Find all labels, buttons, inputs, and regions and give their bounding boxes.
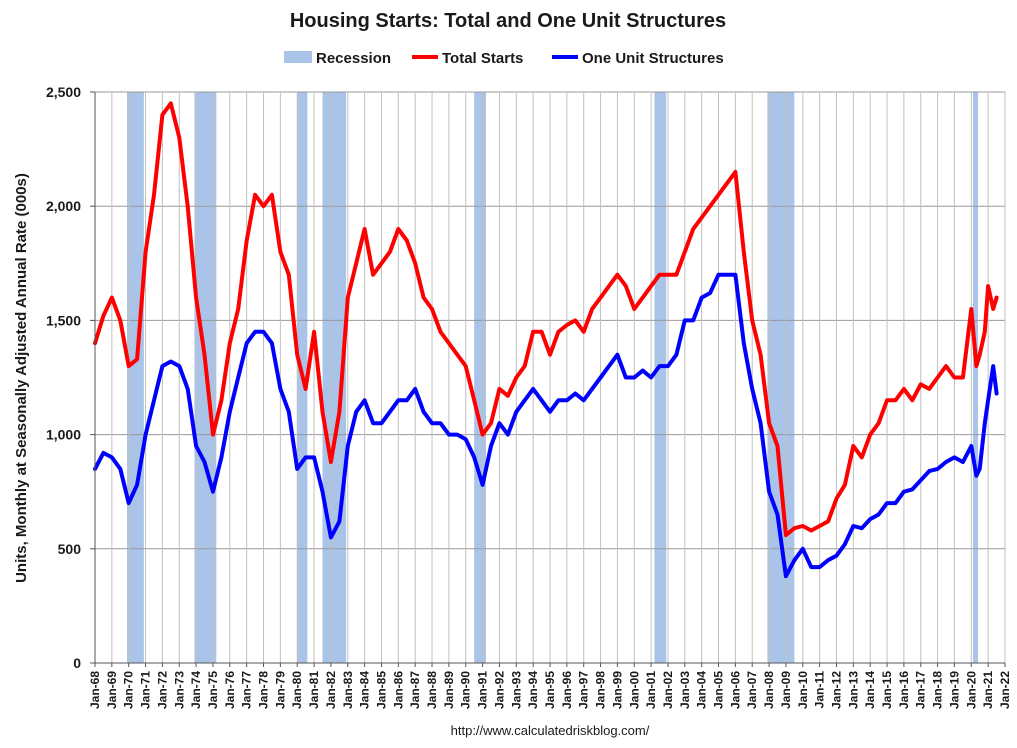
x-tick-label: Jan-71 xyxy=(139,671,153,709)
x-tick-label: Jan-85 xyxy=(375,671,389,709)
x-tick-label: Jan-72 xyxy=(155,671,169,709)
x-tick-label: Jan-02 xyxy=(661,671,675,709)
recession-band xyxy=(654,92,667,663)
x-tick-label: Jan-88 xyxy=(425,671,439,709)
x-tick-label: Jan-11 xyxy=(813,671,827,709)
x-tick-label: Jan-70 xyxy=(122,671,136,709)
series xyxy=(93,101,999,579)
x-tick-label: Jan-99 xyxy=(610,671,624,709)
x-tick-label: Jan-96 xyxy=(560,671,574,709)
legend-one-unit-label: One Unit Structures xyxy=(582,50,724,67)
x-tick-label: Jan-06 xyxy=(728,671,742,709)
x-tick-label: Jan-86 xyxy=(391,671,405,709)
recession-band xyxy=(474,92,486,663)
x-tick-label: Jan-80 xyxy=(290,671,304,709)
x-tick-label: Jan-79 xyxy=(273,671,287,709)
x-tick-label: Jan-93 xyxy=(509,671,523,709)
y-tick-label: 2,000 xyxy=(46,198,81,214)
x-tick-label: Jan-94 xyxy=(526,671,540,709)
x-tick-label: Jan-00 xyxy=(627,671,641,709)
x-tick-label: Jan-03 xyxy=(678,671,692,709)
x-tick-label: Jan-19 xyxy=(947,671,961,709)
y-tick-label: 0 xyxy=(73,655,81,671)
x-tick-label: Jan-01 xyxy=(644,671,658,709)
x-tick-label: Jan-15 xyxy=(880,671,894,709)
legend-total-label: Total Starts xyxy=(442,50,523,67)
y-axis-label: Units, Monthly at Seasonally Adjusted An… xyxy=(13,173,30,583)
x-tick-label: Jan-13 xyxy=(846,671,860,709)
x-tick-label: Jan-98 xyxy=(594,671,608,709)
x-tick-label: Jan-76 xyxy=(223,671,237,709)
y-tick-label: 1,000 xyxy=(46,427,81,443)
x-tick-label: Jan-17 xyxy=(914,671,928,709)
recession-band xyxy=(972,92,979,663)
legend-recession-label: Recession xyxy=(316,50,391,67)
x-tick-label: Jan-18 xyxy=(931,671,945,709)
x-tick-label: Jan-68 xyxy=(88,671,102,709)
x-tick-label: Jan-16 xyxy=(897,671,911,709)
x-tick-label: Jan-92 xyxy=(492,671,506,709)
x-tick-label: Jan-95 xyxy=(543,671,557,709)
x-tick-label: Jan-04 xyxy=(695,671,709,709)
x-tick-label: Jan-90 xyxy=(459,671,473,709)
x-tick-label: Jan-69 xyxy=(105,671,119,709)
recession-bands xyxy=(127,92,979,663)
x-tick-label: Jan-75 xyxy=(206,671,220,709)
y-tick-label: 1,500 xyxy=(46,312,81,328)
x-tick-label: Jan-14 xyxy=(863,671,877,709)
x-tick-label: Jan-81 xyxy=(307,671,321,709)
x-tick-label: Jan-10 xyxy=(796,671,810,709)
series-line-one-unit xyxy=(93,272,999,579)
x-tick-label: Jan-22 xyxy=(998,671,1012,709)
x-tick-label: Jan-87 xyxy=(408,671,422,709)
grid xyxy=(94,91,1006,664)
x-tick-label: Jan-73 xyxy=(172,671,186,709)
x-tick-label: Jan-74 xyxy=(189,671,203,709)
x-tick-label: Jan-78 xyxy=(257,671,271,709)
series-line-total-starts xyxy=(93,101,999,538)
x-tick-label: Jan-20 xyxy=(964,671,978,709)
x-tick-label: Jan-91 xyxy=(476,671,490,709)
x-tick-label: Jan-82 xyxy=(324,671,338,709)
x-tick-label: Jan-07 xyxy=(745,671,759,709)
x-tick-label: Jan-83 xyxy=(341,671,355,709)
y-tick-label: 500 xyxy=(58,541,82,557)
x-tick-label: Jan-08 xyxy=(762,671,776,709)
recession-band xyxy=(767,92,795,663)
x-tick-label: Jan-97 xyxy=(577,671,591,709)
x-tick-label: Jan-84 xyxy=(358,671,372,709)
legend-recession-swatch xyxy=(284,51,312,63)
x-tick-label: Jan-09 xyxy=(779,671,793,709)
x-tick-label: Jan-21 xyxy=(981,671,995,709)
recession-band xyxy=(127,92,144,663)
source-url[interactable]: http://www.calculatedriskblog.com/ xyxy=(451,723,650,738)
chart-title: Housing Starts: Total and One Unit Struc… xyxy=(290,10,726,32)
x-tick-label: Jan-77 xyxy=(240,671,254,709)
legend: Recession Total Starts One Unit Structur… xyxy=(284,50,724,67)
x-tick-label: Jan-05 xyxy=(712,671,726,709)
x-tick-label: Jan-89 xyxy=(442,671,456,709)
x-tick-label: Jan-12 xyxy=(830,671,844,709)
y-tick-label: 2,500 xyxy=(46,84,81,100)
